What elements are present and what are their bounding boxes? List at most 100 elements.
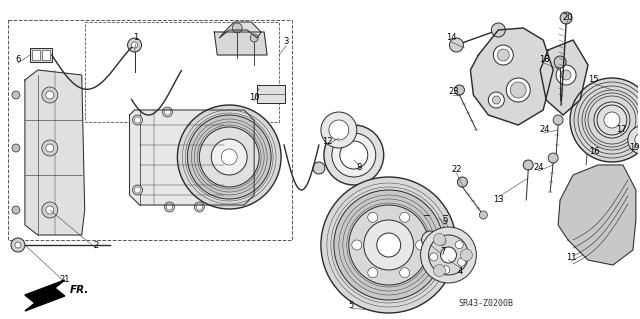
Circle shape [211, 139, 247, 175]
Circle shape [583, 135, 593, 145]
Circle shape [329, 120, 349, 140]
Bar [8, 20, 292, 240]
Circle shape [368, 268, 378, 278]
Circle shape [492, 96, 500, 104]
Circle shape [628, 126, 640, 154]
Circle shape [427, 236, 435, 244]
Circle shape [604, 112, 620, 128]
Circle shape [492, 23, 506, 37]
Circle shape [635, 133, 640, 147]
Polygon shape [470, 28, 553, 125]
Circle shape [442, 266, 450, 274]
Circle shape [479, 211, 487, 219]
Bar [42, 50, 50, 60]
Text: 17: 17 [616, 125, 626, 135]
Circle shape [433, 234, 445, 245]
Circle shape [597, 105, 627, 135]
Circle shape [560, 12, 572, 24]
Polygon shape [25, 70, 84, 235]
Circle shape [456, 241, 463, 249]
Circle shape [42, 87, 58, 103]
Circle shape [12, 91, 20, 99]
Circle shape [399, 268, 410, 278]
Polygon shape [558, 165, 636, 265]
Text: 20: 20 [563, 13, 573, 23]
Circle shape [11, 238, 25, 252]
Circle shape [163, 107, 172, 117]
Text: 13: 13 [493, 196, 504, 204]
Circle shape [454, 85, 465, 95]
Circle shape [196, 204, 202, 210]
Circle shape [132, 185, 143, 195]
Text: SR43-Z0200B: SR43-Z0200B [459, 299, 514, 308]
Bar [32, 50, 40, 60]
Circle shape [524, 160, 533, 170]
Circle shape [232, 23, 242, 33]
Circle shape [497, 49, 509, 61]
Circle shape [46, 206, 54, 214]
Bar [257, 85, 285, 103]
Circle shape [127, 38, 141, 52]
Circle shape [132, 115, 143, 125]
Text: 11: 11 [566, 254, 577, 263]
Circle shape [368, 212, 378, 222]
Circle shape [250, 34, 258, 42]
Circle shape [429, 253, 438, 261]
Circle shape [415, 240, 426, 250]
Polygon shape [214, 32, 267, 55]
Circle shape [12, 206, 20, 214]
Circle shape [334, 190, 444, 300]
Circle shape [42, 140, 58, 156]
Circle shape [221, 149, 237, 165]
Polygon shape [129, 110, 254, 205]
Text: 9: 9 [443, 218, 448, 226]
Text: 19: 19 [628, 144, 639, 152]
Circle shape [321, 112, 356, 148]
Circle shape [460, 249, 472, 261]
Circle shape [134, 187, 141, 193]
Circle shape [553, 115, 563, 125]
Circle shape [199, 127, 259, 187]
Text: 24: 24 [539, 125, 549, 135]
Text: FR.: FR. [70, 285, 89, 295]
Circle shape [449, 38, 463, 52]
Circle shape [377, 233, 401, 257]
Circle shape [164, 109, 170, 115]
Text: 5: 5 [348, 300, 353, 309]
Circle shape [488, 92, 504, 108]
Circle shape [340, 141, 368, 169]
Circle shape [561, 70, 571, 80]
Circle shape [324, 125, 384, 185]
Text: 16: 16 [589, 147, 599, 157]
Circle shape [132, 42, 138, 48]
Circle shape [195, 202, 204, 212]
Text: 12: 12 [322, 137, 332, 146]
Circle shape [364, 220, 413, 270]
Circle shape [134, 117, 141, 123]
Text: 2: 2 [93, 241, 99, 249]
Circle shape [12, 144, 20, 152]
Circle shape [332, 133, 376, 177]
Circle shape [166, 204, 172, 210]
Circle shape [399, 212, 410, 222]
Circle shape [46, 91, 54, 99]
Circle shape [349, 205, 429, 285]
Circle shape [440, 247, 456, 263]
Bar [84, 22, 279, 122]
Text: 6: 6 [15, 56, 20, 64]
Circle shape [422, 231, 440, 249]
Circle shape [420, 227, 476, 283]
Text: 15: 15 [588, 76, 598, 85]
Bar [30, 48, 52, 62]
Text: 21: 21 [60, 276, 70, 285]
Circle shape [429, 235, 468, 275]
Circle shape [321, 177, 456, 313]
Circle shape [177, 105, 281, 209]
Circle shape [510, 82, 526, 98]
Polygon shape [540, 40, 588, 115]
Text: 18: 18 [539, 56, 550, 64]
Circle shape [493, 45, 513, 65]
Circle shape [458, 258, 465, 266]
Circle shape [313, 162, 325, 174]
Circle shape [570, 78, 640, 162]
